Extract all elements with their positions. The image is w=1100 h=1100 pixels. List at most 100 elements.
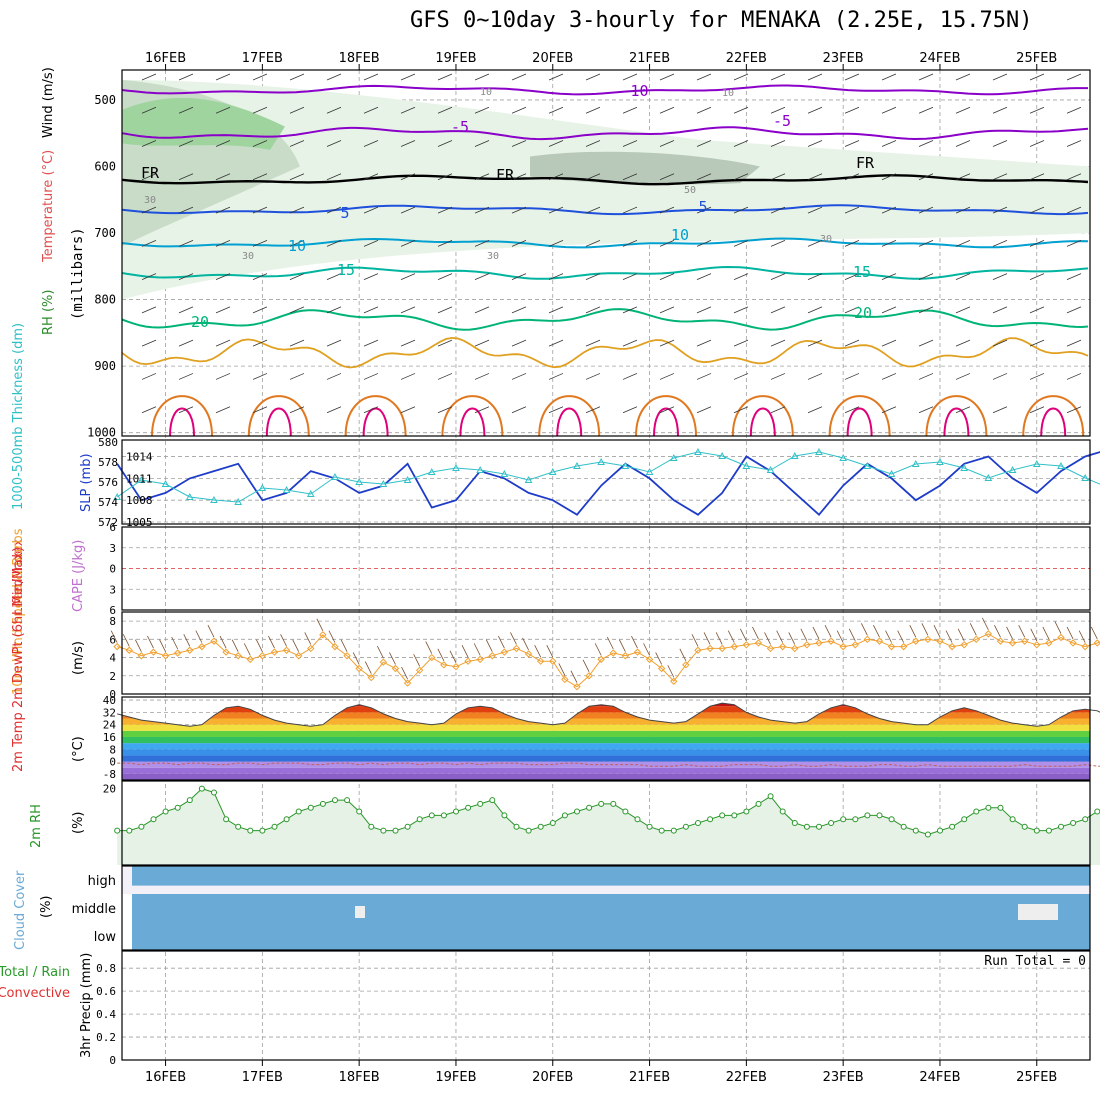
rh2m-point (489, 797, 496, 804)
upper-wind-barb (955, 273, 971, 280)
rh2m-point (392, 827, 399, 834)
slp-tick-label: 1008 (126, 494, 153, 507)
rh2m-point (840, 816, 847, 823)
rh2m-point (876, 812, 883, 819)
upper-wind-barb (733, 73, 749, 81)
rh2m-point (428, 812, 435, 819)
upper-wind-barb (955, 406, 971, 414)
upper-wind-barb (955, 73, 971, 81)
wind10m-barb (643, 643, 650, 656)
date-label-bottom: 20FEB (532, 1070, 573, 1085)
temp-contour-15 (121, 265, 1089, 280)
rh2m-point (924, 831, 931, 838)
temp-band (122, 736, 1090, 744)
upper-wind-barb (918, 306, 934, 314)
upper-wind-barb (881, 173, 897, 181)
temp-contour-35 (1040, 407, 1067, 437)
upper-wind-barb (622, 106, 638, 114)
upper-wind-barb (400, 173, 416, 181)
upper-wind-barb (141, 106, 157, 114)
upper-wind-barb (400, 140, 416, 147)
upper-wind-barb (881, 406, 897, 414)
upper-wind-barb (289, 306, 305, 314)
panel-frame-cape (121, 526, 1091, 611)
wind10m-barb (994, 624, 1001, 638)
upper-wind-barb (696, 239, 712, 247)
upper-wind-barb (622, 173, 638, 181)
temp-contour-35 (556, 407, 583, 437)
wind10m-barb (159, 639, 166, 652)
wind10m-barb (982, 617, 989, 631)
rh-tick-label: 20 (103, 783, 116, 796)
upper-wind-barb (733, 306, 749, 314)
wind10m-barb (340, 639, 348, 652)
upper-wind-barb (770, 273, 786, 280)
upper-wind-barb (511, 73, 527, 81)
upper-wind-barb (437, 106, 453, 114)
upper-wind-barb (511, 373, 527, 380)
temp-contour-5 (121, 204, 1089, 216)
ylabel-pressure-unit: (millibars) (70, 227, 86, 320)
contour-label: 30 (144, 195, 156, 206)
upper-wind-barb (326, 106, 342, 114)
cloud-level-label-middle: middle (72, 902, 116, 917)
pressure-tick-label: 500 (94, 93, 116, 107)
upper-wind-barb (215, 273, 231, 280)
upper-wind-barb (437, 306, 453, 314)
wind10m-barb (1066, 626, 1074, 640)
upper-wind-barb (400, 239, 416, 247)
temp2m-line (117, 702, 1100, 727)
date-label-top: 16FEB (145, 51, 186, 66)
date-label-bottom: 25FEB (1016, 1070, 1057, 1085)
wind10m-barb (812, 626, 820, 640)
li-tick-label: 3 (109, 542, 116, 555)
rh2m-point (900, 823, 907, 830)
temp-contour-35 (846, 407, 873, 437)
upper-wind-barb (252, 206, 268, 214)
upper-wind-barb (585, 273, 601, 280)
upper-wind-barb (622, 273, 638, 280)
upper-wind-barb (141, 273, 157, 280)
upper-wind-barb (511, 406, 527, 414)
upper-wind-barb (1066, 239, 1082, 247)
upper-wind-barb (474, 173, 490, 181)
upper-wind-barb (141, 206, 157, 214)
wind10m-line (117, 633, 1100, 688)
rh2m-point (828, 820, 835, 826)
upper-wind-barb (252, 339, 268, 347)
wind10m-barb (147, 635, 154, 649)
ylabel-slp: SLP (mb) (79, 453, 94, 512)
upper-wind-barb (622, 373, 638, 380)
upper-wind-barb (881, 106, 897, 114)
wind10m-barb (231, 639, 239, 652)
upper-wind-barb (215, 140, 231, 147)
rh2m-point (755, 800, 762, 807)
upper-wind-barb (511, 173, 527, 181)
upper-wind-barb (585, 406, 601, 414)
rh2m-point (114, 827, 121, 834)
rh2m-point (767, 793, 774, 800)
contour-label: 30 (487, 251, 499, 262)
upper-wind-barb (215, 306, 231, 314)
upper-wind-barb (992, 73, 1008, 81)
wind10m-barb (195, 630, 203, 643)
upper-wind-barb (252, 373, 268, 380)
precip-tick-label: 0.4 (96, 1008, 116, 1021)
upper-wind-barb (178, 273, 194, 280)
rh2m-point (658, 827, 665, 834)
upper-wind-barb (992, 140, 1008, 147)
upper-wind-barb (289, 73, 305, 81)
upper-wind-barb (474, 306, 490, 314)
upper-wind-barb (918, 239, 934, 247)
pressure-tick-label: 700 (94, 226, 116, 240)
wind10m-barb (207, 624, 215, 638)
upper-wind-barb (437, 373, 453, 380)
upper-wind-barb (622, 73, 638, 81)
precip-tick-label: 0 (109, 1054, 116, 1067)
rh2m-point (549, 820, 556, 826)
wind10m-barb (534, 645, 542, 658)
temp-tick-label: 0 (109, 756, 116, 769)
wind10m-barb (268, 635, 275, 649)
temp-contour-30 (538, 395, 601, 437)
upper-wind-barb (1066, 206, 1082, 214)
